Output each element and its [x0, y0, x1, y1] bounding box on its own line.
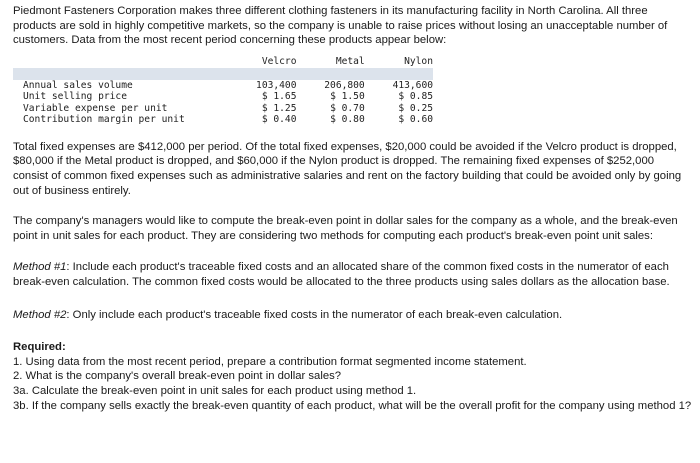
required-item: 3a. Calculate the break-even point in un…: [13, 384, 417, 397]
required-section: Required: 1. Using data from the most re…: [13, 340, 692, 413]
cell-nylon: 413,600: [392, 79, 433, 91]
table-row: Unit selling price $ 1.65 $ 1.50 $ 0.85: [13, 91, 433, 103]
header-blank: [13, 56, 228, 68]
product-data-table-wrapper: Velcro Metal Nylon Annual sales volume 1…: [13, 56, 433, 126]
row-label: Unit selling price: [23, 91, 127, 103]
row-label: Annual sales volume: [23, 79, 133, 91]
cell-nylon: $ 0.85: [398, 91, 433, 103]
column-header-nylon: Nylon: [404, 56, 433, 68]
method-1-paragraph: Method #1: Include each product's tracea…: [13, 260, 692, 289]
method-2-text: : Only include each product's traceable …: [66, 308, 563, 321]
row-label: Variable expense per unit: [23, 102, 168, 114]
required-item: 2. What is the company's overall break-e…: [13, 370, 342, 383]
required-heading-text: Required:: [13, 341, 66, 354]
cell-velcro: 103,400: [256, 79, 297, 91]
managers-paragraph: The company's managers would like to com…: [13, 215, 678, 242]
fixed-expenses-paragraph: Total fixed expenses are $412,000 per pe…: [13, 140, 682, 197]
method-2-paragraph: Method #2: Only include each product's t…: [13, 308, 692, 323]
method-2-label: Method #2: [13, 308, 67, 321]
cell-metal: $ 0.70: [330, 102, 365, 114]
cell-velcro: $ 0.40: [261, 114, 297, 126]
table-row: Contribution margin per unit $ 0.40 $ 0.…: [13, 114, 433, 126]
required-heading: Required:: [13, 340, 692, 355]
required-item: 1. Using data from the most recent perio…: [13, 355, 527, 368]
table-row: Annual sales volume 103,400 206,800 413,…: [13, 80, 433, 92]
required-item: 3b. If the company sells exactly the bre…: [13, 399, 692, 412]
cell-velcro: $ 1.25: [261, 102, 297, 114]
table-row: Variable expense per unit $ 1.25 $ 0.70 …: [13, 103, 433, 115]
column-header-velcro: Velcro: [261, 56, 297, 68]
product-data-table: Velcro Metal Nylon Annual sales volume 1…: [13, 56, 433, 126]
intro-paragraph: Piedmont Fasteners Corporation makes thr…: [13, 5, 668, 47]
cell-velcro: $ 1.65: [261, 91, 297, 103]
cell-nylon: $ 0.60: [398, 114, 433, 126]
header-divider-band: [13, 67, 433, 80]
column-header-metal: Metal: [335, 56, 365, 68]
cell-metal: $ 1.50: [330, 91, 365, 103]
method-1-text: : Include each product's traceable fixed…: [13, 261, 670, 288]
method-1-label: Method #1: [13, 261, 67, 274]
problem-document: Piedmont Fasteners Corporation makes thr…: [13, 5, 692, 413]
table-header-row: Velcro Metal Nylon: [13, 56, 433, 68]
cell-metal: $ 0.80: [330, 114, 365, 126]
cell-metal: 206,800: [324, 79, 365, 91]
row-label: Contribution margin per unit: [23, 114, 185, 126]
cell-nylon: $ 0.25: [398, 102, 433, 114]
